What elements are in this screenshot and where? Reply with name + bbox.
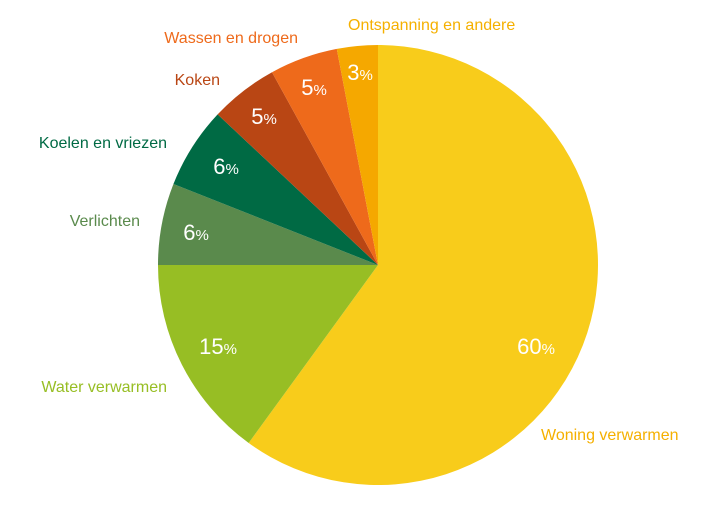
pie-value-label-wassen-en-drogen: 5% <box>301 75 327 100</box>
pie-slice-water-verwarmen <box>158 265 378 443</box>
pie-category-label-ontspanning-en-andere: Ontspanning en andere <box>348 17 515 34</box>
pie-category-label-koelen-en-vriezen: Koelen en vriezen <box>39 135 167 152</box>
pie-value-label-ontspanning-en-andere: 3% <box>347 60 373 85</box>
pie-slice-ontspanning-en-andere <box>336 45 378 265</box>
pie-value-label-water-verwarmen: 15% <box>199 334 237 359</box>
pie-category-label-wassen-en-drogen: Wassen en drogen <box>164 30 298 47</box>
pie-value-label-koken: 5% <box>251 104 277 129</box>
pie-value-label-verlichten: 6% <box>183 220 209 245</box>
pie-value-label-koelen-en-vriezen: 6% <box>213 154 239 179</box>
pie-slice-koelen-en-vriezen <box>173 114 378 266</box>
pie-category-label-verlichten: Verlichten <box>70 213 140 230</box>
pie-category-label-water-verwarmen: Water verwarmen <box>41 379 167 396</box>
pie-slice-koken <box>217 72 378 266</box>
pie-slice-wassen-en-drogen <box>272 48 378 265</box>
pie-slice-woning-verwarmen <box>248 45 598 485</box>
pie-category-label-koken: Koken <box>175 72 220 89</box>
pie-slice-verlichten <box>158 184 378 265</box>
pie-category-label-woning-verwarmen: Woning verwarmen <box>541 427 679 444</box>
pie-value-label-woning-verwarmen: 60% <box>517 334 555 359</box>
